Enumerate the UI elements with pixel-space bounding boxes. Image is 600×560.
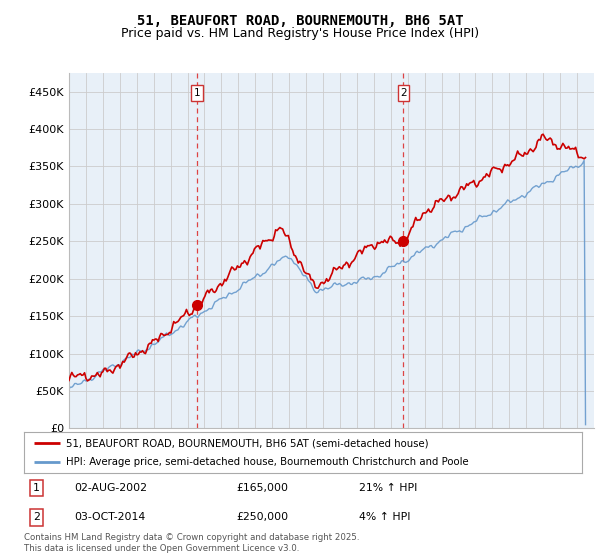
Text: 21% ↑ HPI: 21% ↑ HPI — [359, 483, 417, 493]
Text: 51, BEAUFORT ROAD, BOURNEMOUTH, BH6 5AT (semi-detached house): 51, BEAUFORT ROAD, BOURNEMOUTH, BH6 5AT … — [66, 438, 428, 449]
Text: 02-AUG-2002: 02-AUG-2002 — [74, 483, 147, 493]
Text: £165,000: £165,000 — [236, 483, 288, 493]
Text: 2: 2 — [400, 88, 407, 98]
Text: HPI: Average price, semi-detached house, Bournemouth Christchurch and Poole: HPI: Average price, semi-detached house,… — [66, 457, 469, 467]
Text: £250,000: £250,000 — [236, 512, 288, 522]
Text: Contains HM Land Registry data © Crown copyright and database right 2025.
This d: Contains HM Land Registry data © Crown c… — [24, 533, 359, 553]
Text: 2: 2 — [33, 512, 40, 522]
Text: 1: 1 — [33, 483, 40, 493]
Text: 1: 1 — [194, 88, 200, 98]
Text: 03-OCT-2014: 03-OCT-2014 — [74, 512, 145, 522]
Text: 4% ↑ HPI: 4% ↑ HPI — [359, 512, 410, 522]
Text: 51, BEAUFORT ROAD, BOURNEMOUTH, BH6 5AT: 51, BEAUFORT ROAD, BOURNEMOUTH, BH6 5AT — [137, 14, 463, 28]
Text: Price paid vs. HM Land Registry's House Price Index (HPI): Price paid vs. HM Land Registry's House … — [121, 27, 479, 40]
